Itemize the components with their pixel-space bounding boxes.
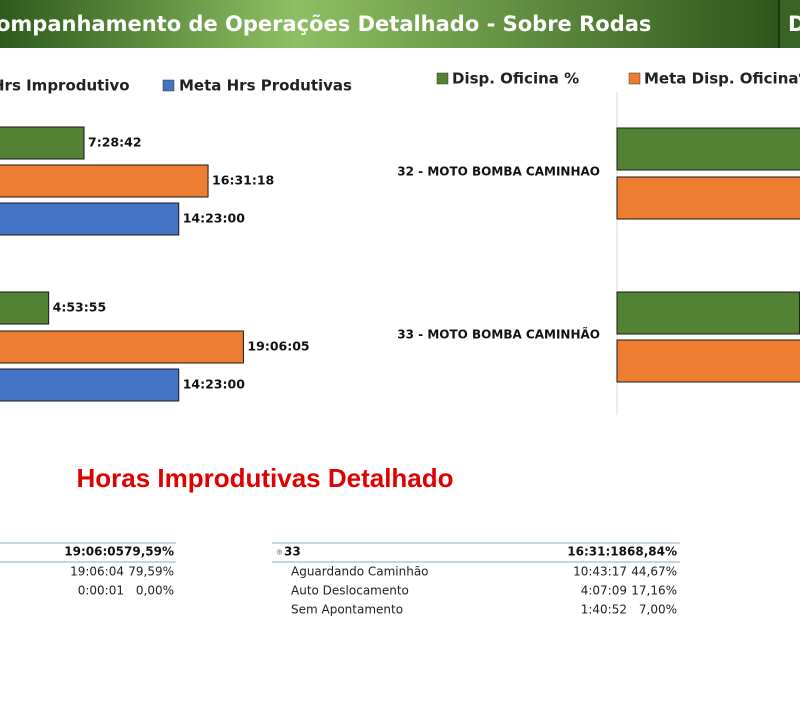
legend-label: Meta Hrs Produtivas [179,77,352,95]
bar [0,291,50,325]
value-label: 16:31:18 [212,173,274,188]
table-cell: Sem Apontamento [291,603,403,617]
table-cell: 7,00% [639,603,677,617]
header-right-title: D [788,12,800,36]
table-cell: Aguardando Caminhão [291,565,429,579]
bar [616,176,800,220]
bar [616,291,800,335]
table-cell: 79,59% [128,565,174,579]
table-cell: 19:06:04 [70,565,124,579]
table-cell: 0:00:01 [78,584,124,598]
header-side-box [780,0,800,48]
table-cell: 19:06:05 [64,545,124,559]
table-cell: 10:43:17 [573,565,627,579]
legend-swatch [628,72,641,85]
header-band [0,0,778,48]
legend-swatch [436,72,449,85]
category-label: 32 - MOTO BOMBA CAMINHAO [397,165,600,179]
bar [0,368,180,402]
legend-label: Meta Disp. Oficina% [644,70,800,88]
bar [0,126,85,160]
section-title: Horas Improdutivas Detalhado [76,463,453,493]
table-cell: Auto Deslocamento [291,584,409,598]
value-label: 14:23:00 [183,211,245,226]
bar [0,330,244,364]
value-label: 14:23:00 [183,377,245,392]
bar [0,164,209,198]
bar [616,127,800,171]
table-cell: 44,67% [631,565,677,579]
table-cell: 4:07:09 [581,584,627,598]
bar [0,202,180,236]
table-lines: ⊕ [0,542,680,563]
table-cell: 0,00% [136,584,174,598]
table-cell: 17,16% [631,584,677,598]
legend-label: Disp. Oficina % [452,70,579,88]
bar [616,339,800,383]
value-label: 7:28:42 [88,135,142,150]
table-cell: 1:40:52 [581,603,627,617]
value-label: 4:53:55 [53,300,107,315]
table-cell: 68,84% [627,545,677,559]
header-title: ompanhamento de Operações Detalhado - So… [0,12,651,36]
table-cell: 33 [284,545,301,559]
legend-label: Hrs Improdutivo [0,77,130,95]
expand-icon[interactable]: ⊕ [276,548,283,557]
table-cell: 79,59% [124,545,174,559]
table-cell: 16:31:18 [567,545,627,559]
value-label: 19:06:05 [247,339,309,354]
category-label: 33 - MOTO BOMBA CAMINHÃO [397,327,600,342]
legend-swatch [162,79,175,92]
